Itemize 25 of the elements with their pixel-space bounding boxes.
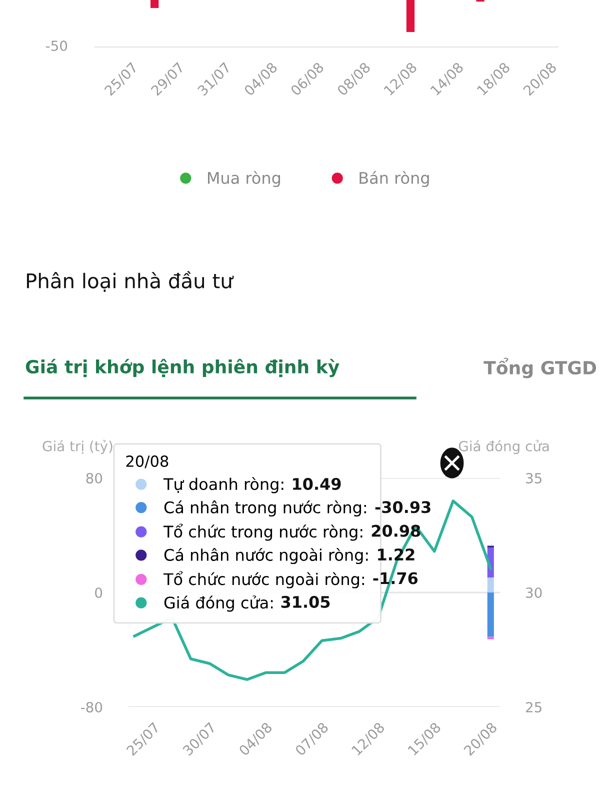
annotation: -30.93 <box>375 501 430 514</box>
y-axis-title: Giá trị (tỷ) <box>42 440 112 454</box>
legend-label: Cá nhân trong nước ròng: <box>164 500 366 517</box>
legend-label: Giá đóng cửa: <box>164 595 273 612</box>
annotation: 10.49 <box>293 478 341 490</box>
text: -50 <box>46 40 68 52</box>
line-series <box>133 500 492 681</box>
legend-label: Tổ chức nước ngoài ròng: <box>163 571 364 588</box>
legend-title: 20/08 <box>126 455 168 468</box>
legend-label: Tự doanh ròng: <box>163 477 284 494</box>
text: Tổng GTGD <box>484 358 596 378</box>
chart-subtitle: Giá trị khớp lệnh phiên định kỳ <box>26 358 340 378</box>
y2-tick-label: 35 <box>526 472 542 484</box>
y-tick-label: -80 <box>80 702 102 712</box>
legend-label: Tổ chức trong nước ròng: <box>163 524 362 541</box>
y-tick-label: 80 <box>86 472 102 484</box>
annotation: 31.05 <box>281 596 330 608</box>
legend-label: Bán ròng <box>360 170 429 188</box>
y2-tick-label: 30 <box>526 587 542 598</box>
y2-tick-label: 25 <box>526 702 542 712</box>
y-tick-label: 0 <box>95 587 102 598</box>
chart-title: Phân loại nhà đầu tư <box>26 271 234 292</box>
y2-axis-title: Giá đóng cửa <box>458 440 549 454</box>
legend-label: Mua ròng <box>208 170 280 188</box>
legend-label: Cá nhân nước ngoài ròng: <box>164 548 368 564</box>
